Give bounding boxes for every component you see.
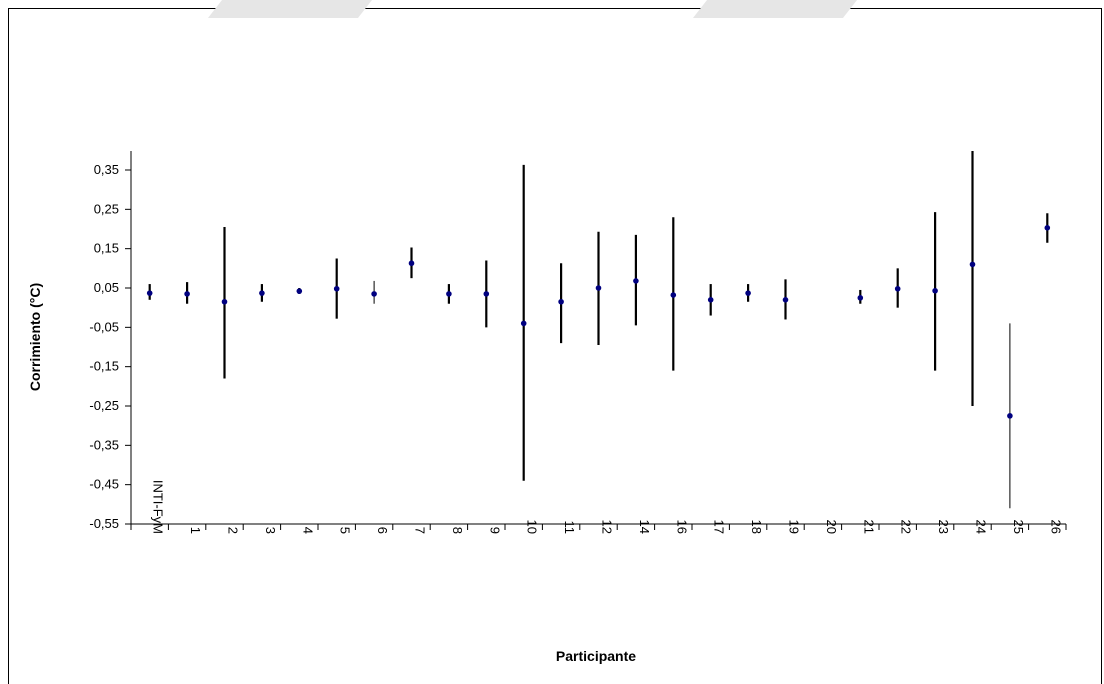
- data-point: [633, 278, 639, 284]
- y-axis-ticks: 0,35 0,25 0,15 0,05 -0,05 -0,15 -0,25 -0,35 -0,4…: [89, 162, 131, 531]
- x-tick-label: 11: [562, 521, 577, 535]
- error-bars: [148, 151, 1049, 509]
- data-point: [894, 285, 901, 292]
- data-point: [707, 297, 714, 303]
- x-axis-title: Participante: [556, 648, 636, 664]
- data-point: [670, 292, 677, 298]
- x-tick-label: 8: [450, 527, 465, 534]
- y-tick-label: -0,05: [89, 319, 119, 334]
- x-tick-label: 3: [263, 527, 278, 534]
- x-tick-label: 17: [712, 520, 727, 534]
- data-point: [371, 291, 377, 297]
- data-points: [146, 225, 1051, 419]
- data-point: [259, 290, 265, 296]
- x-axis-ticks: INTI-FyM 1 2 3 4 5 6 7 8 9 10 11 12 14 16 17 18 19 20 21 22 2…: [130, 480, 1067, 535]
- x-tick-label: 5: [338, 527, 353, 534]
- data-point: [745, 290, 751, 296]
- data-point: [296, 288, 303, 294]
- data-point: [221, 298, 228, 305]
- y-tick-label: -0,15: [89, 359, 119, 374]
- x-tick-label: 18: [749, 520, 764, 534]
- x-tick-label: 20: [824, 520, 839, 534]
- data-point: [483, 291, 490, 297]
- x-tick-label: 12: [600, 520, 615, 534]
- y-tick-label: -0,35: [89, 437, 119, 452]
- data-point: [857, 295, 864, 301]
- x-tick-label: 10: [525, 520, 540, 534]
- data-point: [1007, 413, 1013, 419]
- x-tick-label: 21: [861, 520, 876, 534]
- y-tick-label: 0,25: [94, 201, 119, 216]
- data-point: [408, 260, 415, 267]
- data-point: [446, 291, 452, 297]
- x-tick-label: 25: [1011, 520, 1026, 534]
- x-tick-label: 9: [487, 527, 502, 534]
- x-tick-label: 24: [974, 520, 989, 534]
- data-point: [969, 261, 976, 268]
- x-tick-label: 1: [188, 527, 203, 534]
- x-tick-label: 23: [936, 520, 951, 534]
- y-tick-label: 0,15: [94, 241, 119, 256]
- x-tick-label: 4: [300, 527, 315, 534]
- data-point: [595, 285, 602, 291]
- y-tick-label: -0,55: [89, 516, 119, 531]
- x-tick-label: 7: [413, 527, 428, 534]
- data-point: [520, 320, 527, 327]
- data-point: [333, 285, 340, 292]
- x-tick-label: 16: [674, 520, 689, 534]
- x-tick-label: 19: [787, 520, 802, 534]
- x-tick-label: 6: [375, 527, 390, 534]
- x-tick-label: 14: [637, 520, 652, 534]
- data-point: [1044, 225, 1051, 231]
- data-point: [146, 290, 153, 296]
- y-tick-label: 0,35: [94, 162, 119, 177]
- x-tick-label: INTI-FyM: [151, 480, 166, 534]
- data-point: [782, 297, 789, 303]
- data-point: [932, 287, 938, 294]
- data-point: [184, 291, 190, 297]
- y-tick-label: -0,25: [89, 398, 119, 413]
- chart-frame: [8, 8, 1102, 684]
- x-tick-label: 2: [226, 527, 241, 534]
- x-tick-label: 26: [1048, 520, 1063, 534]
- x-tick-label: 22: [899, 520, 914, 534]
- y-tick-label: 0,05: [94, 280, 119, 295]
- y-tick-label: -0,45: [89, 477, 119, 492]
- data-point: [558, 298, 564, 305]
- y-axis-title: Corrimiento (°C): [27, 283, 43, 391]
